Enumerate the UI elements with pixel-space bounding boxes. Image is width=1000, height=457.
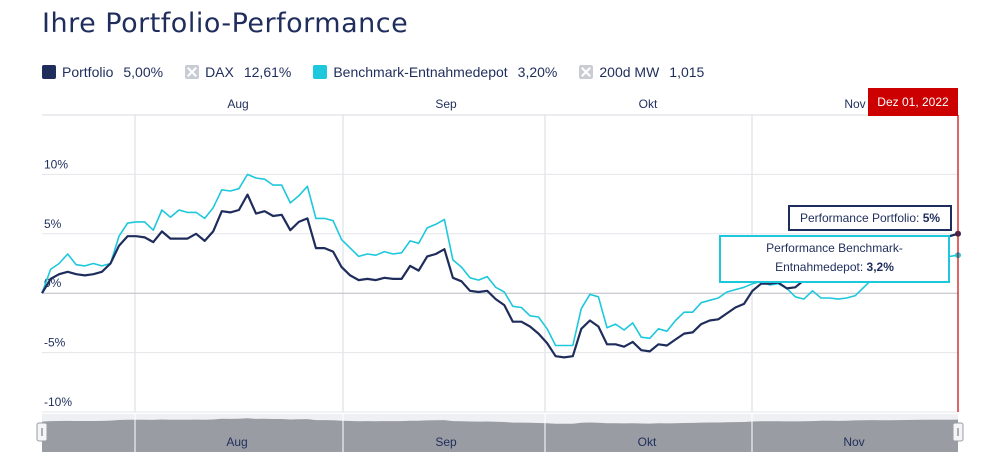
y-tick-label: 0% [44, 276, 62, 290]
navigator-label: Aug [226, 435, 247, 449]
y-tick-label: 5% [44, 217, 62, 231]
legend-value: 1,015 [669, 64, 705, 80]
disabled-x-icon [185, 65, 200, 79]
tooltip-value: 3,2% [866, 260, 894, 274]
legend-label: Benchmark-Entnahmedepot [333, 64, 508, 80]
legend-item-benchmark[interactable]: Benchmark-Entnahmedepot 3,20% [313, 64, 557, 80]
navigator-label: Nov [843, 435, 864, 449]
y-tick-label: -5% [44, 336, 66, 350]
legend-label: 200d MW [599, 64, 660, 80]
portfolio-swatch-icon [42, 65, 56, 79]
tooltip-benchmark: Performance Benchmark- Entnahmedepot: 3,… [719, 235, 950, 283]
x-axis-label: Okt [639, 97, 658, 111]
legend-value: 5,00% [123, 64, 164, 80]
disabled-x-icon [579, 65, 594, 79]
tooltip-label: Performance Portfolio: [799, 211, 920, 225]
tooltip-label: Performance Benchmark- [766, 241, 903, 255]
tooltip-label: Entnahmedepot: [775, 260, 864, 274]
navigator-series-area [42, 418, 958, 452]
legend-label: DAX [205, 64, 234, 80]
chart-legend: Portfolio 5,00% DAX 12,61% Benchmark-Ent… [42, 64, 704, 80]
legend-value: 3,20% [517, 64, 558, 80]
crosshair-date-label: Dez 01, 2022 [868, 88, 958, 116]
navigator-label: Sep [435, 435, 457, 449]
x-axis-label: Sep [435, 97, 457, 111]
benchmark-swatch-icon [313, 65, 328, 79]
navigator-label: Okt [638, 435, 657, 449]
tooltip-portfolio: Performance Portfolio: 5% [788, 205, 952, 231]
y-tick-label: 10% [44, 157, 68, 171]
legend-label: Portfolio [62, 64, 114, 80]
benchmark-series-line [41, 173, 959, 347]
y-tick-label: -10% [44, 395, 72, 409]
tooltip-value: 5% [922, 211, 941, 225]
legend-value: 12,61% [243, 64, 292, 80]
legend-item-200d-mw[interactable]: 200d MW 1,015 [579, 64, 704, 80]
legend-item-dax[interactable]: DAX 12,61% [185, 64, 291, 80]
legend-item-portfolio[interactable]: Portfolio 5,00% [42, 64, 163, 80]
x-axis-label: Nov [844, 97, 865, 111]
page-title: Ihre Portfolio-Performance [42, 8, 409, 39]
x-axis-label: Aug [227, 97, 248, 111]
